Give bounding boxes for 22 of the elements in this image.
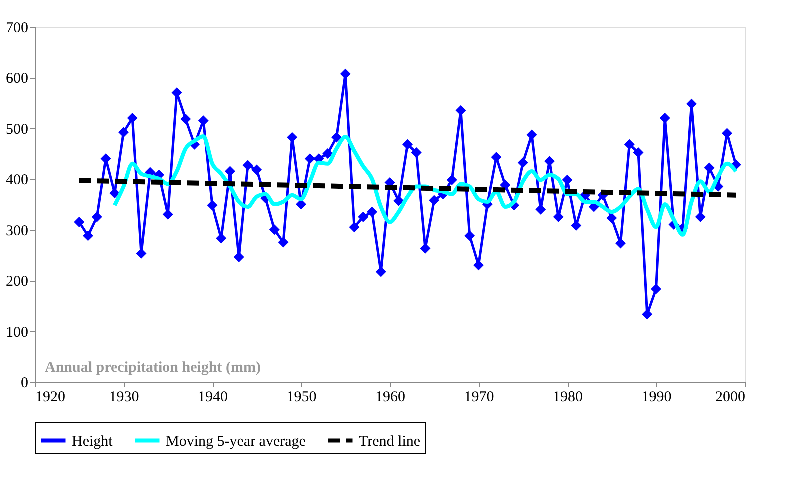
x-tick-label: 1970 (464, 390, 494, 406)
x-tick-label: 1940 (198, 390, 228, 406)
y-tick-label: 100 (6, 324, 28, 341)
y-tick-label: 0 (21, 376, 28, 392)
y-tick-label: 300 (6, 223, 28, 240)
y-tick-label: 200 (6, 274, 28, 290)
x-tick-label: 1930 (109, 390, 140, 406)
x-tick-label: 2000 (716, 390, 746, 406)
x-tick-label: 1980 (553, 390, 583, 406)
x-tick-label: 1920 (36, 390, 66, 406)
y-tick-label: 600 (6, 71, 28, 88)
x-tick-label: 1950 (286, 390, 317, 406)
y-tick-label: 700 (6, 20, 28, 36)
y-tick-label: 400 (6, 172, 28, 189)
line-series (112, 134, 738, 237)
legend-label: Height (72, 434, 114, 450)
x-tick-label: 1960 (376, 390, 406, 406)
x-tick-label: 1990 (642, 390, 672, 406)
y-tick-label: 500 (6, 122, 28, 138)
annotation: Annual precipitation height (mm) (45, 360, 261, 376)
legend-label: Trend line (359, 434, 421, 450)
legend-label: Moving 5-year average (166, 434, 306, 450)
